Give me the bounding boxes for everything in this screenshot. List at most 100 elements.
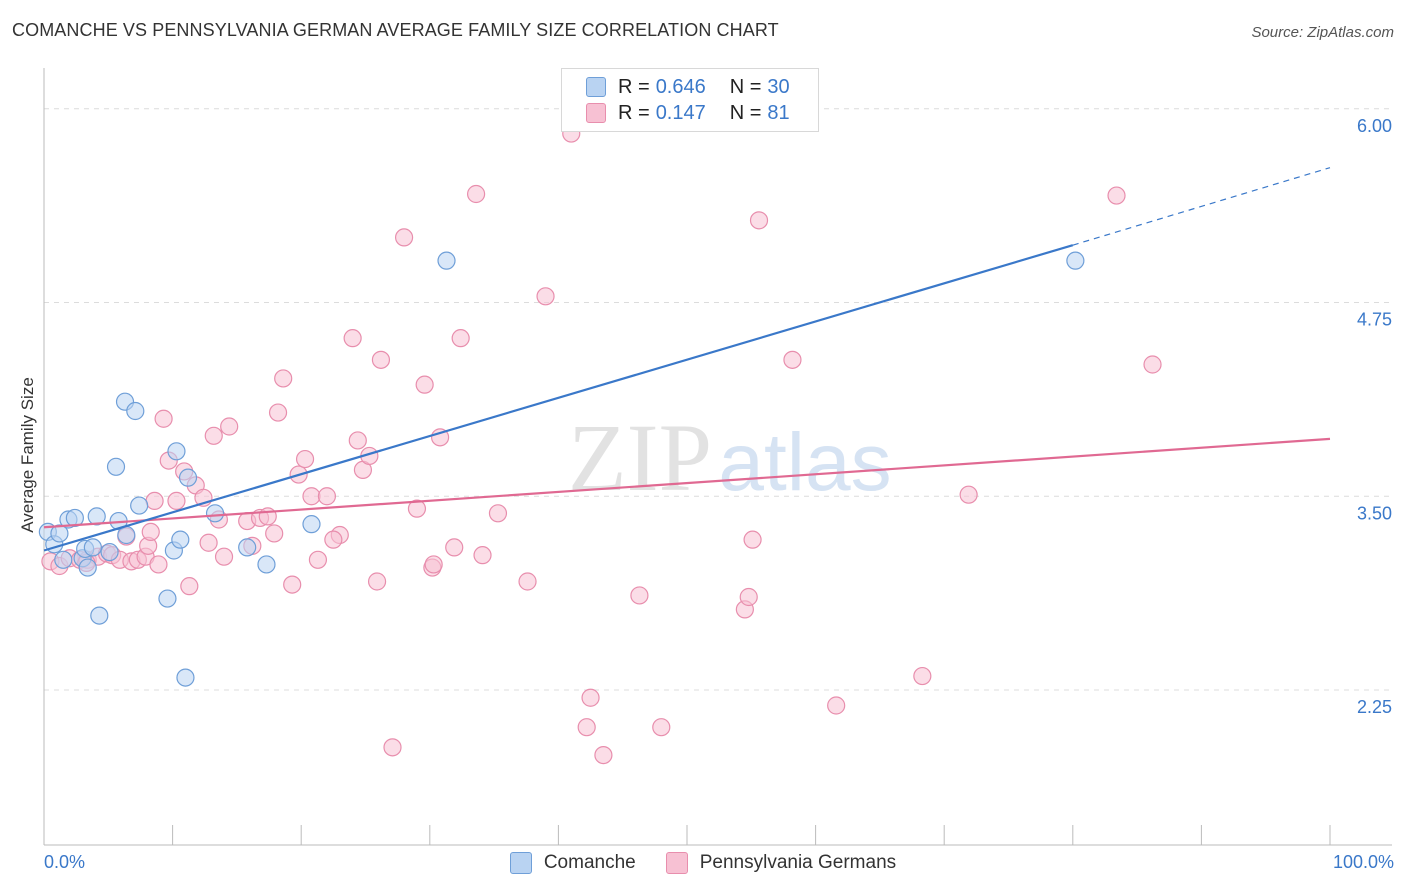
comanche-point <box>117 525 136 545</box>
comanche-point <box>1066 251 1085 270</box>
pa-german-point <box>308 550 328 569</box>
comanche-point <box>178 468 198 487</box>
pa-german-point <box>214 547 234 566</box>
pa-german-point <box>367 572 387 591</box>
legend-item-pa-german: Pennsylvania Germans <box>665 852 896 874</box>
r-value: 0.646 <box>655 75 706 98</box>
pa-german-point <box>283 575 302 594</box>
comanche-point <box>437 251 456 270</box>
n-label: N = <box>729 101 762 124</box>
n-value: 81 <box>767 101 790 124</box>
pa-german-point <box>167 491 186 510</box>
pa-german-swatch <box>586 103 606 123</box>
pa-german-point <box>268 403 288 422</box>
pa-german-point <box>324 530 343 549</box>
comanche-swatch <box>586 77 606 97</box>
pa-german-point <box>827 696 846 715</box>
comanche-swatch <box>509 852 532 874</box>
pa-german-points <box>41 124 1162 765</box>
pa-german-point <box>199 533 218 552</box>
pa-german-point <box>536 287 555 306</box>
pa-german-point <box>445 538 464 557</box>
pa-german-point <box>141 522 160 542</box>
pa-german-point <box>154 409 173 428</box>
r-label: R = <box>618 101 650 124</box>
y-tick-label: 4.75 <box>1357 310 1392 330</box>
pa-german-point <box>473 546 492 565</box>
pa-german-point <box>343 329 362 348</box>
comanche-point <box>78 558 97 577</box>
pa-german-point <box>959 485 978 504</box>
comanche-point <box>171 530 190 549</box>
pa-german-point <box>317 487 337 506</box>
pa-german-swatch <box>665 852 688 874</box>
pa-german-point <box>348 431 367 450</box>
pa-german-point <box>424 555 443 574</box>
axes <box>43 68 1392 846</box>
pa-german-point <box>204 426 223 445</box>
n-value: 30 <box>767 75 790 98</box>
pa-german-point <box>145 491 164 510</box>
pa-german-point <box>783 350 802 369</box>
legend-row-pa-german: R = 0.147 N = 81 <box>586 101 790 125</box>
r-label: R = <box>618 75 650 98</box>
pa-german-point <box>220 417 239 436</box>
y-tick-label: 3.50 <box>1357 503 1392 523</box>
x-tick-label-min: 0.0% <box>44 852 86 872</box>
y-tick-label: 2.25 <box>1357 697 1392 717</box>
watermark: ZIP atlas <box>568 404 892 511</box>
legend-label-comanche: Comanche <box>543 852 636 873</box>
comanche-trend-line <box>43 244 1074 552</box>
comanche-point <box>238 538 257 557</box>
comanche-point <box>126 401 145 421</box>
comanche-point <box>130 496 149 515</box>
pa-german-point <box>415 375 434 394</box>
y-tick-labels: 2.25 3.50 4.75 6.00 <box>1357 116 1392 717</box>
pa-german-point <box>488 504 508 523</box>
pa-german-point <box>149 555 168 574</box>
comanche-point <box>302 515 321 534</box>
pa-german-point <box>594 745 613 765</box>
series-legend: Comanche Pennsylvania Germans <box>0 852 1406 874</box>
comanche-trend-extension <box>1072 167 1331 246</box>
watermark-zip: ZIP <box>568 404 712 511</box>
comanche-point <box>65 508 84 528</box>
comanche-point <box>100 542 119 562</box>
pa-german-point <box>265 524 284 543</box>
pa-german-point <box>466 184 486 204</box>
pa-german-point <box>743 530 762 549</box>
pa-german-point <box>739 587 758 607</box>
y-tick-label: 6.00 <box>1357 116 1392 136</box>
pa-german-point <box>913 666 932 686</box>
comanche-point <box>87 507 106 526</box>
pa-german-point <box>577 718 596 737</box>
pa-german-point <box>383 738 402 757</box>
pa-german-point <box>518 572 537 591</box>
n-label: N = <box>729 75 762 98</box>
pa-german-point <box>652 718 671 737</box>
x-tick-label-max: 100.0% <box>1332 852 1394 872</box>
pa-german-point <box>295 449 315 469</box>
pa-german-point <box>407 499 427 518</box>
pa-german-point <box>1107 186 1126 205</box>
comanche-point <box>83 538 102 557</box>
comanche-point <box>90 606 109 625</box>
comanche-point <box>167 442 186 461</box>
chart-title: COMANCHE VS PENNSYLVANIA GERMAN AVERAGE … <box>12 20 779 40</box>
legend-row-comanche: R = 0.646 N = 30 <box>586 75 790 99</box>
pa-german-point <box>371 350 391 369</box>
legend-item-comanche: Comanche <box>509 852 636 874</box>
correlation-legend: R = 0.646 N = 30 R = 0.147 N = 81 <box>561 68 819 132</box>
comanche-point <box>106 457 126 476</box>
comanche-points <box>38 251 1085 687</box>
pa-german-point <box>394 228 414 247</box>
r-value: 0.147 <box>655 101 706 124</box>
pa-german-point <box>749 211 769 230</box>
source-label: Source: ZipAtlas.com <box>1251 24 1394 41</box>
grid-lines <box>44 108 1392 691</box>
watermark-atlas: atlas <box>718 417 891 508</box>
pa-german-point <box>630 586 649 605</box>
pa-german-trend-line <box>43 437 1331 529</box>
trend-lines <box>43 167 1331 552</box>
